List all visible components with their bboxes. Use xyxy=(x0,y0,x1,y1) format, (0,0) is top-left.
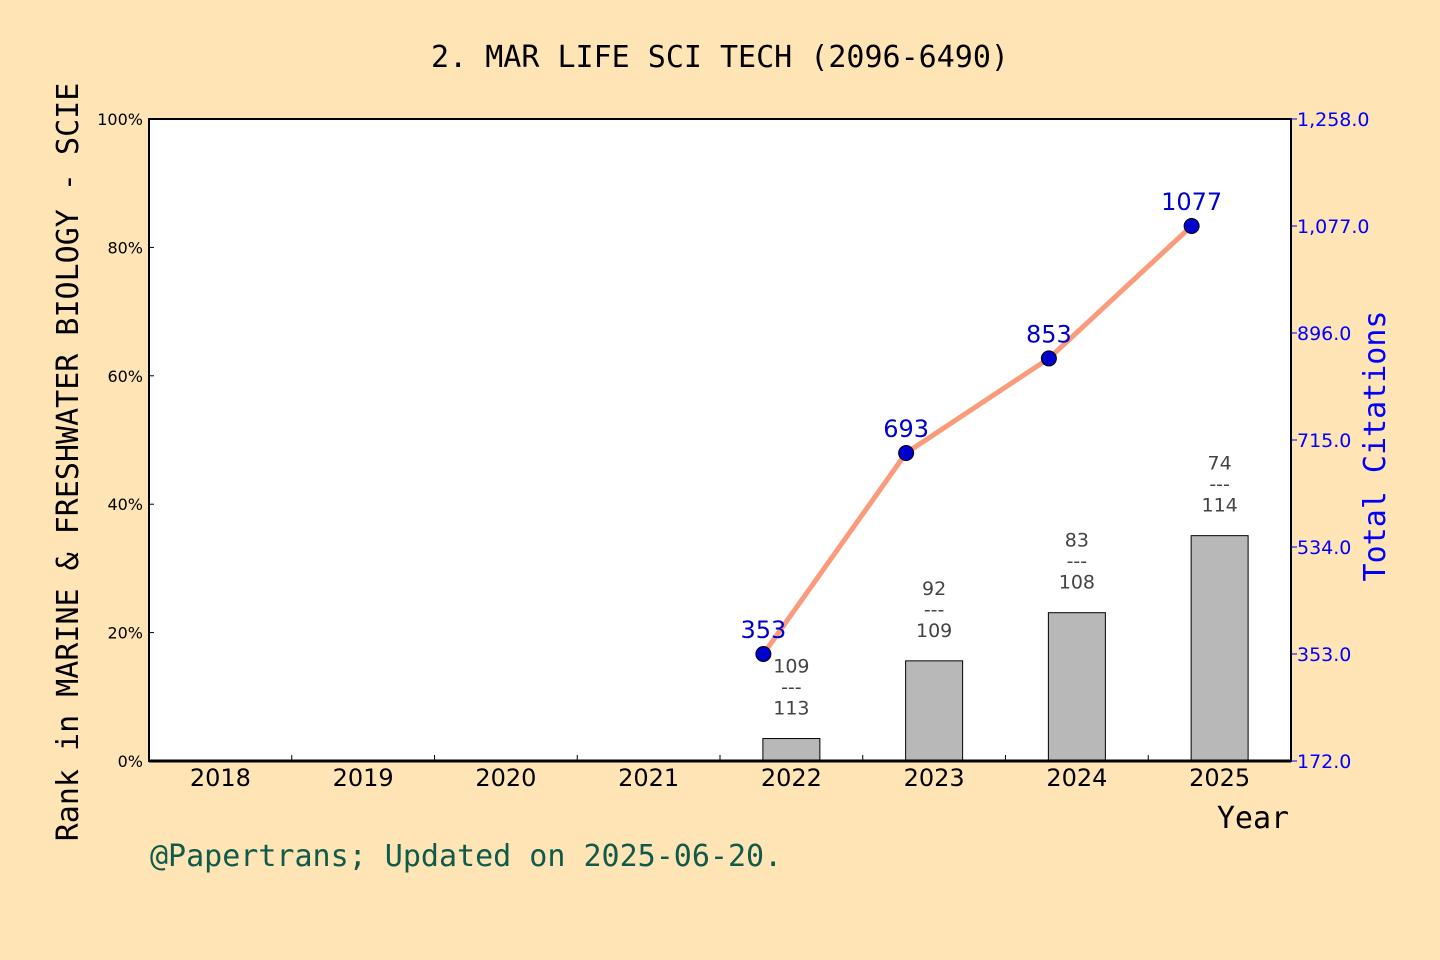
bar-total-label: 113 xyxy=(773,698,809,720)
bar-separator: --- xyxy=(1067,551,1088,573)
y-right-tick-label: 1,077.0 xyxy=(1297,216,1370,238)
bar-separator: --- xyxy=(781,677,802,699)
y-right-tick-label: 172.0 xyxy=(1297,751,1351,773)
bar-rank-label: 92 xyxy=(922,578,946,600)
bar-2023 xyxy=(905,660,964,762)
x-tick-label: 2021 xyxy=(618,764,679,792)
y-right-tick-label: 715.0 xyxy=(1297,430,1351,452)
bar-2022 xyxy=(762,738,821,762)
x-tick-label: 2020 xyxy=(475,764,536,792)
citations-label: 1077 xyxy=(1161,188,1222,216)
bar-2025 xyxy=(1190,535,1249,762)
chart-title: 2. MAR LIFE SCI TECH (2096-6490) xyxy=(431,40,1009,75)
y-right-tick-label: 896.0 xyxy=(1297,323,1351,345)
citations-marker-2025 xyxy=(1183,218,1200,234)
bar-2024 xyxy=(1047,612,1106,762)
y-left-tick-label: 40% xyxy=(107,495,143,514)
citations-label: 853 xyxy=(1026,320,1072,348)
bar-total-label: 108 xyxy=(1059,572,1095,594)
citations-marker-2022 xyxy=(755,646,772,662)
citations-label: 353 xyxy=(740,616,786,644)
x-tick-label: 2024 xyxy=(1046,764,1107,792)
x-tick-label: 2019 xyxy=(333,764,394,792)
citations-marker-2023 xyxy=(898,445,915,462)
bar-separator: --- xyxy=(1209,474,1230,496)
x-tick-label: 2018 xyxy=(190,764,251,792)
y-left-tick-label: 20% xyxy=(107,624,143,643)
x-tick-label: 2025 xyxy=(1189,764,1250,792)
citations-label: 693 xyxy=(883,415,929,443)
y-axis-right-label: Total Citations xyxy=(1358,311,1393,582)
footer-credit: @Papertrans; Updated on 2025-06-20. xyxy=(150,839,782,874)
bar-rank-label: 83 xyxy=(1065,530,1089,552)
y-axis-left-label: Rank in MARINE & FRESHWATER BIOLOGY - SC… xyxy=(51,83,86,842)
y-left-tick-label: 60% xyxy=(107,367,143,386)
x-tick-label: 2023 xyxy=(904,764,965,792)
bar-total-label: 109 xyxy=(916,620,952,642)
x-axis-label: Year xyxy=(1217,801,1289,836)
bar-rank-label: 109 xyxy=(773,656,809,678)
x-tick-label: 2022 xyxy=(761,764,822,792)
plot-area xyxy=(149,119,1291,761)
citations-marker-2024 xyxy=(1040,350,1057,367)
bar-total-label: 114 xyxy=(1201,495,1237,517)
y-right-tick-label: 353.0 xyxy=(1297,644,1351,666)
y-right-tick-label: 1,258.0 xyxy=(1297,109,1370,131)
y-left-tick-label: 80% xyxy=(107,238,143,257)
y-left-tick-label: 0% xyxy=(118,752,143,771)
y-left-tick-label: 100% xyxy=(97,110,143,129)
citations-line xyxy=(761,224,1194,656)
y-right-tick-label: 534.0 xyxy=(1297,537,1351,559)
bar-separator: --- xyxy=(924,599,945,621)
bar-rank-label: 74 xyxy=(1208,453,1232,475)
